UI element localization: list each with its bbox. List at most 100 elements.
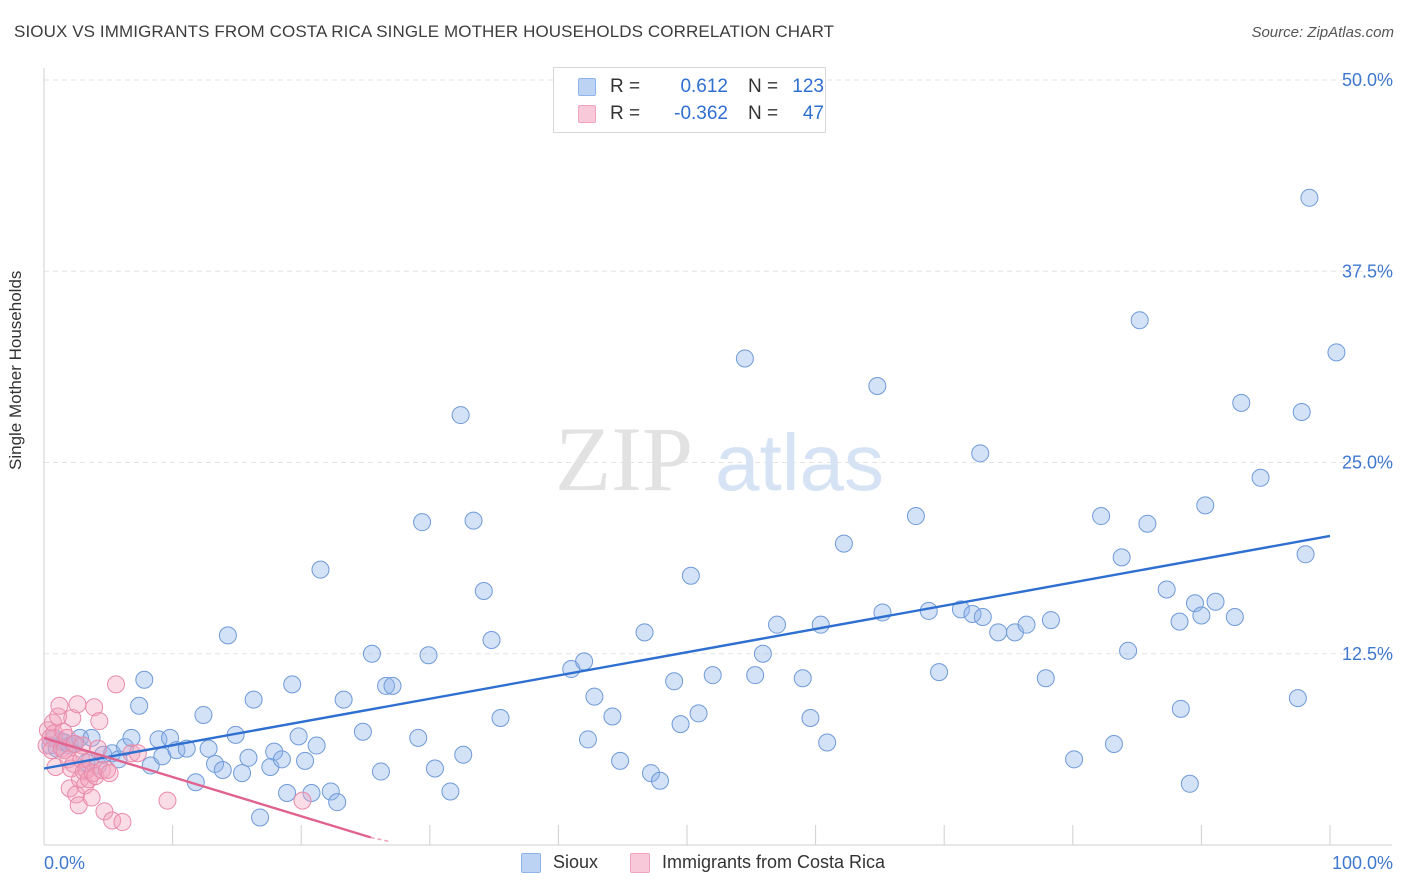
sioux-point — [244, 690, 263, 709]
costa-rica-point — [67, 785, 86, 804]
grid-lines — [44, 79, 1392, 655]
costa-rica-point — [82, 788, 101, 807]
sioux-point — [689, 704, 708, 723]
sioux-point — [311, 560, 330, 579]
sioux-point — [239, 748, 258, 767]
sioux-point — [1232, 393, 1251, 412]
sioux-point — [278, 783, 297, 802]
sioux-point — [753, 644, 772, 663]
sioux-point — [213, 761, 232, 780]
sioux-point — [1225, 608, 1244, 627]
sioux-point — [1104, 735, 1123, 754]
sioux-point — [585, 687, 604, 706]
sioux-point — [963, 604, 982, 623]
sioux-point — [283, 675, 302, 694]
legend-row-costa-rica: R = -0.362 N = 47 — [578, 101, 824, 127]
sioux-point — [801, 709, 820, 728]
sioux-point — [1300, 188, 1319, 207]
sioux-point — [989, 623, 1008, 642]
sioux-point — [735, 349, 754, 368]
sioux-point — [746, 666, 765, 685]
sioux-point — [199, 739, 218, 758]
sioux-point — [302, 783, 321, 802]
y-tick-label: 12.5% — [1342, 644, 1393, 664]
sioux-point — [1192, 606, 1211, 625]
legend-swatch-costa-rica — [578, 105, 596, 123]
axes — [43, 68, 1392, 846]
sioux-point — [1017, 615, 1036, 634]
sioux-point — [1327, 343, 1346, 362]
sioux-point — [973, 608, 992, 627]
sioux-point — [575, 652, 594, 671]
y-tick-label: 37.5% — [1342, 261, 1393, 281]
legend-item-costa-rica: Immigrants from Costa Rica — [629, 852, 886, 873]
sioux-point — [419, 646, 438, 665]
sioux-point — [1092, 507, 1111, 526]
costa-rica-point — [95, 802, 114, 821]
costa-rica-trend-line — [43, 736, 371, 839]
sioux-point — [611, 751, 630, 770]
sioux-point — [1170, 612, 1189, 631]
costa-rica-point — [68, 695, 87, 714]
tick-labels: 12.5% 25.0% 37.5% 50.0% 0.0% 100.0% — [44, 70, 1393, 873]
sioux-point — [122, 728, 141, 747]
y-tick-label: 50.0% — [1342, 70, 1393, 90]
sioux-point — [811, 615, 830, 634]
watermark-atlas: atlas — [715, 418, 884, 507]
sioux-point — [454, 745, 473, 764]
sioux-point — [353, 722, 372, 741]
sioux-point — [603, 707, 622, 726]
sioux-trend-line — [43, 534, 1331, 770]
sioux-point — [1130, 311, 1149, 330]
sioux-point — [296, 751, 315, 770]
sioux-point — [377, 676, 396, 695]
sioux-point — [82, 728, 101, 747]
costa-rica-point — [85, 698, 104, 717]
costa-rica-point — [293, 791, 312, 810]
sioux-point — [334, 690, 353, 709]
legend-r-label: R = — [610, 103, 641, 124]
sioux-point — [971, 444, 990, 463]
costa-rica-point — [90, 712, 109, 731]
sioux-point — [233, 764, 252, 783]
series-legend: Sioux Immigrants from Costa Rica — [0, 852, 1406, 873]
costa-rica-point — [107, 675, 126, 694]
sioux-point — [362, 644, 381, 663]
sioux-point — [130, 696, 149, 715]
sioux-point — [451, 406, 470, 425]
trend-lines — [43, 534, 1331, 843]
sioux-point — [1112, 548, 1131, 567]
sioux-point — [474, 582, 493, 601]
sioux-point — [703, 666, 722, 685]
sioux-point — [665, 672, 684, 691]
sioux-point — [218, 626, 237, 645]
sioux-point — [1180, 774, 1199, 793]
sioux-point — [383, 676, 402, 695]
x-tick-label: 0.0% — [44, 853, 85, 873]
sioux-point — [951, 600, 970, 619]
sioux-point — [441, 782, 460, 801]
sioux-point — [768, 615, 787, 634]
sioux-point — [1065, 750, 1084, 769]
sioux-point — [868, 377, 887, 395]
x-tick-label: 100.0% — [1332, 853, 1393, 873]
watermark-zip: ZIP — [555, 408, 693, 510]
sioux-point — [1196, 496, 1215, 515]
legend-label-costa-rica: Immigrants from Costa Rica — [661, 852, 886, 872]
sioux-point — [641, 764, 660, 783]
sioux-point — [919, 601, 938, 620]
sioux-point — [834, 534, 853, 553]
sioux-point — [1119, 641, 1138, 660]
costa-rica-point — [98, 761, 117, 780]
legend-n-value: 123 — [792, 76, 824, 97]
legend-item-sioux: Sioux — [520, 852, 598, 873]
costa-rica-trend-extension — [370, 836, 392, 843]
sioux-point — [930, 663, 949, 682]
sioux-point — [650, 771, 669, 790]
sioux-point — [1171, 699, 1190, 718]
sioux-point — [425, 759, 444, 778]
sioux-point — [289, 727, 308, 746]
costa-rica-point — [63, 709, 82, 728]
sioux-point — [265, 742, 284, 761]
